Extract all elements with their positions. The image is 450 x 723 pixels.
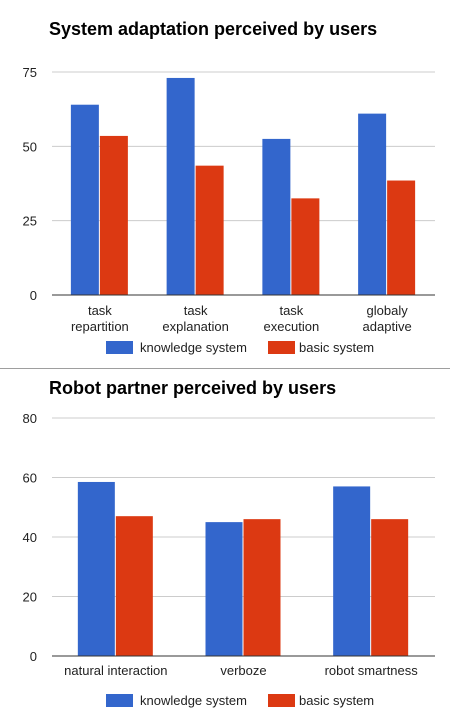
bar-knowledge-system [70, 104, 99, 295]
x-category-label: task explanation [162, 303, 229, 334]
legend-item[interactable]: knowledge system [106, 340, 247, 355]
legend-label: knowledge system [140, 693, 247, 708]
chart-title: Robot partner perceived by users [49, 378, 336, 398]
chart-robot-partner: Robot partner perceived by users 0 20 40 60 8… [23, 378, 435, 708]
bar-basic-system [291, 198, 320, 295]
legend-swatch [268, 341, 295, 354]
x-category-label: robot smartness [325, 663, 419, 678]
chart-panel-robot-partner: Robot partner perceived by users 0 20 40 60 8… [0, 369, 450, 723]
bar-knowledge-system [166, 77, 195, 296]
y-tick-label: 25 [23, 214, 37, 229]
bar-basic-system [371, 519, 409, 656]
y-tick-label: 75 [23, 65, 37, 80]
legend-item[interactable]: basic system [268, 340, 374, 355]
x-category-label: natural interaction [64, 663, 167, 678]
legend-swatch [106, 341, 133, 354]
legend-label: knowledge system [140, 340, 247, 355]
legend-label: basic system [299, 340, 374, 355]
y-tick-label: 40 [23, 530, 37, 545]
bar-basic-system [195, 165, 224, 295]
bar-basic-system [243, 519, 281, 656]
y-tick-label: 50 [23, 139, 37, 154]
legend-label: basic system [299, 693, 374, 708]
legend-swatch [268, 694, 295, 707]
bar-knowledge-system [333, 486, 371, 656]
bar-basic-system [99, 135, 128, 295]
legend-swatch [106, 694, 133, 707]
x-category-label: task repartition [71, 303, 129, 334]
bar-knowledge-system [77, 481, 115, 656]
chart-adaptation: System adaptation perceived by users 0 25 5… [23, 19, 435, 355]
chart-title: System adaptation perceived by users [49, 19, 377, 39]
panel-divider [0, 368, 450, 369]
y-tick-label: 20 [23, 590, 37, 605]
y-tick-label: 60 [23, 471, 37, 486]
bar-basic-system [115, 516, 153, 656]
chart-panel-adaptation: System adaptation perceived by users 0 25 5… [23, 19, 435, 355]
y-tick-label: 0 [30, 649, 37, 664]
x-category-label: verboze [220, 663, 266, 678]
y-tick-label: 80 [23, 411, 37, 426]
bar-knowledge-system [358, 113, 387, 295]
bar-knowledge-system [205, 522, 243, 656]
bar-knowledge-system [262, 138, 291, 295]
y-tick-label: 0 [30, 288, 37, 303]
x-category-label: task execution [264, 303, 320, 334]
x-category-label: globaly adaptive [363, 303, 412, 334]
legend-item[interactable]: knowledge system [106, 693, 247, 708]
bar-basic-system [387, 180, 416, 295]
legend-item[interactable]: basic system [268, 693, 374, 708]
